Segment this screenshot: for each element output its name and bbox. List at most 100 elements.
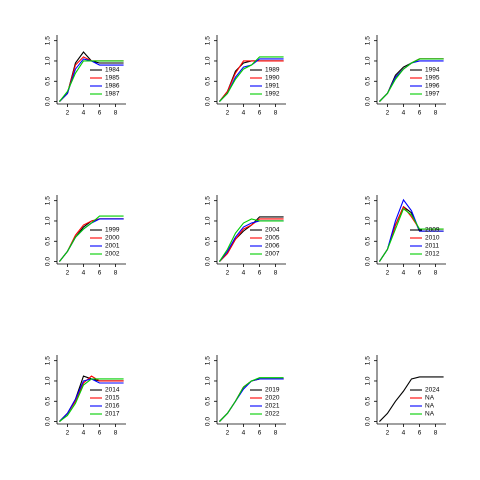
legend-label: 1997 [425,91,440,98]
legend-label: 1999 [105,227,120,234]
x-tick-label: 2 [66,430,70,437]
x-tick-label: 2 [386,430,390,437]
series-line [378,198,444,262]
legend-label: 1984 [105,67,120,74]
y-tick-label: 1.5 [205,196,212,205]
x-tick-label: 8 [274,270,278,277]
series-line [219,218,284,262]
x-tick-label: 6 [98,430,102,437]
legend-label: 1994 [425,67,440,74]
x-tick-label: 8 [114,430,118,437]
series-line [218,218,284,262]
legend-label: 2016 [105,403,120,410]
legend-label: 2002 [105,251,120,258]
legend-label: 2007 [265,251,280,258]
y-tick-label: 0.0 [205,417,212,426]
legend-label: 2009 [425,227,440,234]
x-tick-label: 6 [98,110,102,117]
x-tick-label: 8 [114,110,118,117]
y-tick-label: 1.5 [365,36,372,45]
x-tick-label: 4 [242,430,246,437]
legend-label: 1986 [105,83,120,90]
x-tick-label: 2 [66,270,70,277]
y-tick-label: 1.0 [205,376,212,385]
x-tick-label: 2 [226,430,230,437]
y-tick-label: 0.0 [365,257,372,266]
y-tick-label: 0.5 [365,76,372,85]
legend-label: 2019 [265,387,280,394]
y-tick-label: 1.5 [365,196,372,205]
legend-label: 2011 [425,243,439,250]
x-tick-label: 6 [258,430,262,437]
x-tick-label: 4 [82,270,86,277]
series-line [219,56,284,102]
y-tick-label: 1.5 [45,196,52,205]
series-line [59,378,124,423]
legend-label: 2020 [265,395,280,402]
legend-label: 1989 [265,67,280,74]
y-tick-label: 1.5 [45,356,52,365]
y-tick-label: 0.5 [45,236,52,245]
y-tick-label: 0.5 [45,396,52,405]
legend-label: 1985 [105,75,120,82]
x-tick-label: 4 [82,110,86,117]
x-tick-label: 4 [402,430,406,437]
y-tick-label: 1.5 [205,36,212,45]
legend-label: 2015 [105,395,120,402]
x-tick-label: 2 [66,110,70,117]
series-line [58,215,124,262]
legend-label: 2024 [425,387,440,394]
x-tick-label: 6 [258,270,262,277]
y-tick-label: 0.0 [365,97,372,106]
y-tick-label: 1.0 [45,216,52,225]
x-tick-label: 4 [242,270,246,277]
y-tick-label: 1.5 [365,356,372,365]
y-tick-label: 1.5 [45,36,52,45]
x-tick-label: 6 [258,110,262,117]
x-tick-label: 2 [386,270,390,277]
y-tick-label: 1.0 [365,376,372,385]
legend-label: 1990 [265,75,280,82]
y-tick-label: 0.5 [205,396,212,405]
series-line [379,376,444,422]
y-tick-label: 0.5 [365,396,372,405]
y-tick-label: 0.5 [365,236,372,245]
legend-label: 2000 [105,235,120,242]
y-tick-label: 1.0 [205,216,212,225]
legend-label: 2004 [265,227,280,234]
y-tick-label: 1.0 [365,216,372,225]
x-tick-label: 8 [114,270,118,277]
legend-label: 1996 [425,83,440,90]
x-tick-label: 6 [98,270,102,277]
x-tick-label: 8 [434,110,438,117]
legend-label: 2001 [105,243,120,250]
legend-label: 2014 [105,387,120,394]
legend-label: 2006 [265,243,280,250]
legend-label: 2017 [105,411,120,418]
series-line [378,207,444,262]
x-tick-label: 2 [226,270,230,277]
y-tick-label: 1.0 [45,56,52,65]
y-tick-label: 0.0 [45,97,52,106]
y-tick-label: 0.0 [45,257,52,266]
y-tick-label: 1.0 [365,56,372,65]
y-tick-label: 0.5 [205,236,212,245]
x-tick-label: 4 [82,430,86,437]
legend-label: 2022 [265,411,280,418]
legend-label: NA [425,411,435,418]
legend-label: 1995 [425,75,440,82]
x-tick-label: 8 [274,110,278,117]
x-tick-label: 6 [418,270,422,277]
x-tick-label: 6 [418,110,422,117]
legend-label: 1987 [105,91,120,98]
series-line [58,60,124,102]
y-tick-label: 0.5 [205,76,212,85]
series-line [219,377,284,422]
y-tick-label: 1.0 [45,376,52,385]
legend-label: 2005 [265,235,280,242]
legend-label: 2021 [265,403,280,410]
legend-label: NA [425,403,435,410]
y-tick-label: 0.5 [45,76,52,85]
x-tick-label: 6 [418,430,422,437]
